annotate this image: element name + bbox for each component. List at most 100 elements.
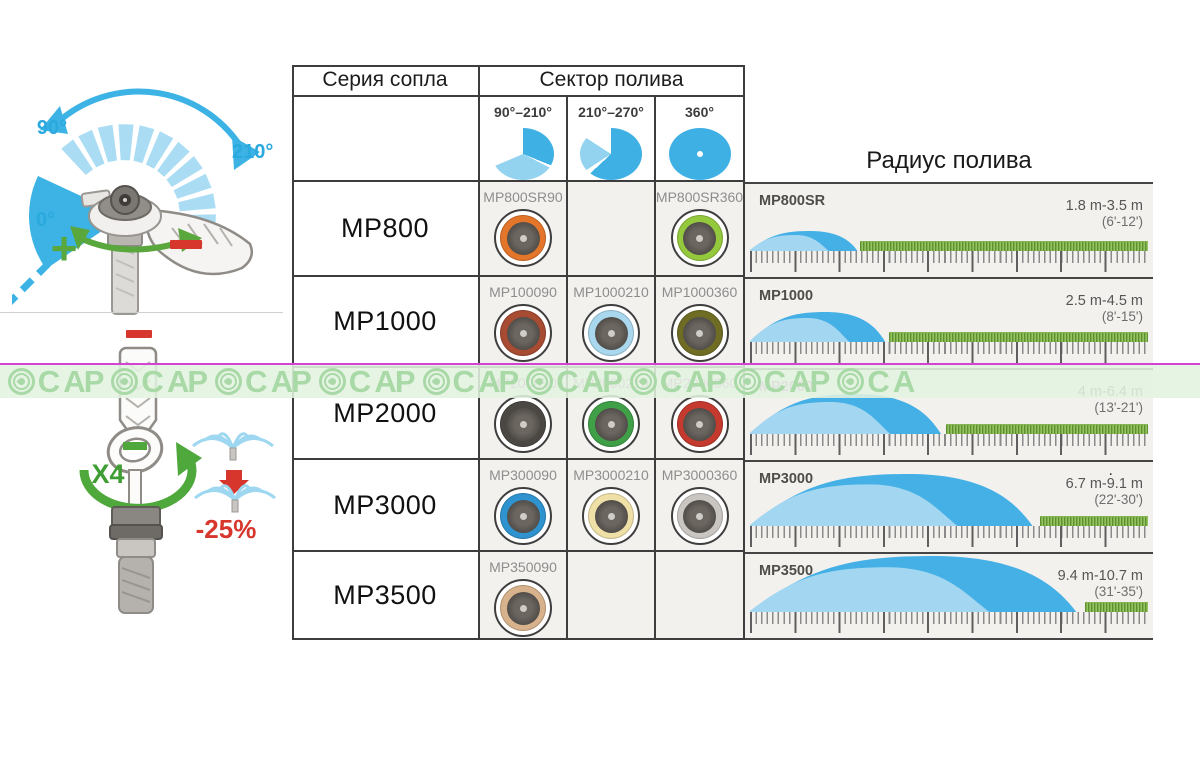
grass-strip (945, 424, 1148, 434)
nozzle-icon (670, 395, 729, 453)
radius-feet: (13'-21') (1094, 400, 1143, 415)
distance-ruler (750, 612, 1148, 633)
radius-series-label: MP800SR (759, 193, 826, 209)
nozzle-cell: MP800SR360 (656, 182, 745, 277)
nozzle-cell: MP2000210 (568, 368, 656, 460)
spray-profile (750, 231, 858, 251)
nozzle-model-label: MP1000360 (661, 284, 738, 300)
nozzle-cell: MP350090 (480, 552, 568, 640)
nozzle-cell: MP3000360 (656, 460, 745, 552)
distance-ruler (750, 342, 1148, 363)
radius-meters: 2.5 m-4.5 m (1065, 293, 1143, 309)
radius-panel-mp3000: MP3000 6.7 m-9.1 m (22'-30') . (745, 460, 1153, 552)
nozzle-model-label: MP300090 (489, 467, 557, 483)
sector-90-210-icon (492, 128, 554, 180)
minus-sign (170, 240, 202, 249)
nozzle-cell (656, 552, 745, 640)
nozzle-icon (670, 209, 729, 267)
nozzle-icon (494, 304, 552, 362)
sector-col-90-210: 90°–210° (480, 97, 568, 182)
nozzle-model-label: MP3000210 (573, 467, 649, 483)
nozzle-cell: MP200090 (480, 368, 568, 460)
nozzle-model-label: MP2000360 (661, 375, 738, 391)
radius-panel-mp1000: MP1000 2.5 m-4.5 m (8'-15') (745, 277, 1153, 368)
nozzle-icon (670, 304, 729, 362)
radius-feet: (22'-30') (1094, 492, 1143, 507)
nozzle-icon (582, 304, 640, 362)
sector-360-icon (668, 128, 731, 180)
left-panel-divider (0, 312, 283, 313)
arc-label-90: 90° (37, 117, 67, 139)
nozzle-icon (670, 487, 729, 545)
turns-label: X4 (91, 459, 124, 489)
radius-range: 2.5 m-4.5 m (8'-15') (1066, 293, 1143, 324)
nozzle-model-label: MP100090 (489, 284, 557, 300)
radius-meters: 6.7 m-9.1 m (1065, 476, 1143, 492)
nozzle-cell: MP3000210 (568, 460, 656, 552)
sprinkler-with-key (80, 185, 253, 315)
sector-col-label: 360° (685, 104, 714, 120)
nozzle-cell: MP1000360 (656, 277, 745, 368)
nozzle-icon (494, 209, 552, 267)
table-left-border (292, 65, 294, 640)
reduce-down-arrow (219, 470, 249, 494)
grass-strip (860, 241, 1148, 251)
stray-dot: . (1108, 462, 1113, 479)
nozzle-model-label: MP800SR90 (483, 189, 563, 205)
nozzle-cell (568, 182, 656, 277)
radius-range: 4 m-6.4 m (13'-21') (1078, 384, 1143, 415)
nozzle-cell: MP1000210 (568, 277, 656, 368)
tool-minus-sign (126, 330, 152, 338)
nozzle-icon (494, 487, 552, 545)
radius-meters: 4 m-6.4 m (1077, 384, 1143, 400)
nozzle-icon (582, 487, 640, 545)
radius-feet: (8'-15') (1101, 309, 1143, 324)
grass-strip (1084, 602, 1148, 612)
radius-range: 9.4 m-10.7 m (31'-35') (1058, 568, 1143, 599)
nozzle-cell: MP100090 (480, 277, 568, 368)
spray-profile (750, 556, 1077, 612)
arc-solid-sector (28, 176, 124, 269)
series-name-mp3000: MP3000 (292, 460, 480, 552)
radius-panel-mp3500: MP3500 9.4 m-10.7 m (31'-35') (745, 552, 1153, 640)
nozzle-model-label: MP800SR360 (655, 189, 744, 205)
sector-210-270-icon (580, 128, 642, 180)
plus-sign: + (51, 222, 78, 274)
spray-profile (750, 312, 886, 342)
arc-adjust-illustration: 90° 210° 0° + (12, 88, 273, 315)
distance-ruler (750, 526, 1148, 547)
key-green-bar (123, 442, 147, 450)
nozzle-model-label: MP200090 (489, 375, 557, 391)
reduction-label: -25% (196, 514, 257, 544)
spray-profile (750, 474, 1033, 526)
arc-arrowhead-right (232, 136, 260, 170)
radius-range: 1.8 m-3.5 m (6'-12') (1066, 198, 1143, 229)
nozzle-icon (494, 579, 552, 637)
radius-panel-mp2000: MP2000 4 m-6.4 m (13'-21') (745, 368, 1153, 460)
radius-meters: 1.8 m-3.5 m (1065, 198, 1143, 214)
plus-arrowhead (70, 226, 90, 250)
radius-series-label: MP3500 (759, 563, 814, 579)
nozzle-cell: MP800SR90 (480, 182, 568, 277)
table-top-border (292, 65, 745, 67)
series-name-mp3500: MP3500 (292, 552, 480, 640)
sector-col-label: 210°–270° (578, 104, 644, 120)
series-name-mp1000: MP1000 (292, 277, 480, 368)
empty-header-cell (292, 97, 480, 182)
sector-col-210-270: 210°–270° (568, 97, 656, 182)
nozzle-model-label: MP350090 (489, 559, 557, 575)
nozzle-model-label: MP2000210 (573, 375, 649, 391)
radius-series-label: MP2000 (759, 379, 814, 395)
spray-profile (750, 394, 942, 434)
radius-range: 6.7 m-9.1 m (22'-30') (1066, 476, 1143, 507)
series-header: Серия сопла (292, 65, 480, 97)
radius-feet: (6'-12') (1101, 214, 1143, 229)
radius-series-label: MP1000 (759, 288, 814, 304)
nozzle-model-label: MP1000210 (573, 284, 649, 300)
series-name-mp2000: MP2000 (292, 368, 480, 460)
arc-label-210: 210° (232, 141, 273, 163)
radius-feet: (31'-35') (1094, 584, 1143, 599)
radius-header: Радиус полива (745, 65, 1153, 182)
radius-meters: 9.4 m-10.7 m (1057, 568, 1143, 584)
nozzle-cell: MP300090 (480, 460, 568, 552)
